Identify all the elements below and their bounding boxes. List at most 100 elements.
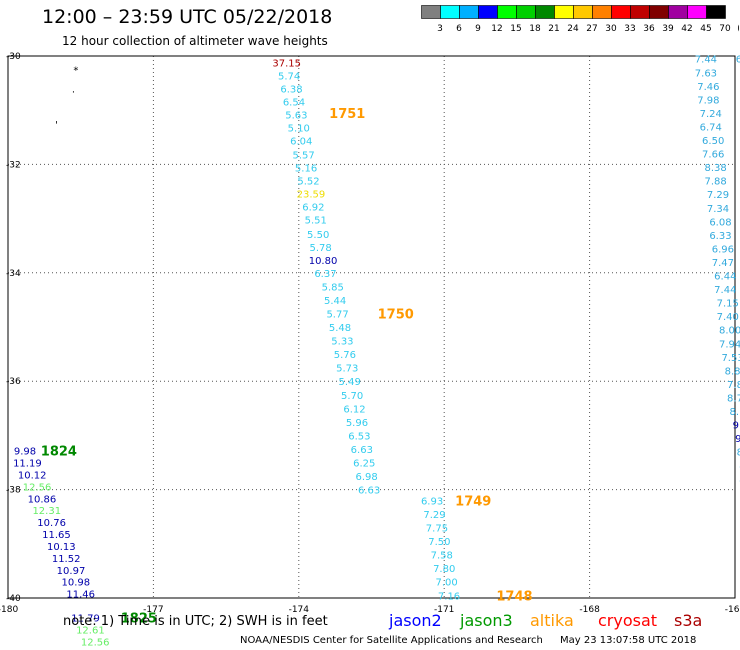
- scale-label: (ft): [737, 24, 739, 33]
- data-label: 10.86: [28, 494, 57, 505]
- track-time-label: 1750: [378, 307, 414, 322]
- track-time-label: 1824: [41, 445, 77, 460]
- data-label: 5.10: [288, 124, 310, 135]
- legend-jason2: jason2: [389, 611, 442, 630]
- data-label: 11.19: [13, 459, 42, 470]
- data-label: 5.77: [326, 309, 348, 320]
- data-label: 5.73: [336, 364, 358, 375]
- data-label: 6.33: [709, 231, 731, 242]
- y-tick-label: -38: [6, 486, 21, 496]
- data-label: 7.46: [697, 82, 719, 93]
- data-label: 6.12: [343, 404, 365, 415]
- data-label: 5.63: [285, 111, 307, 122]
- legend-cryosat: cryosat: [598, 611, 658, 630]
- data-label: 6.53: [348, 431, 370, 442]
- scale-label: 42: [681, 24, 692, 33]
- data-label: 6.93: [421, 496, 443, 507]
- scale-label: 39: [662, 24, 674, 33]
- data-label: 12.31: [32, 506, 61, 517]
- data-label: 6.54: [283, 98, 305, 109]
- data-label: 5.50: [307, 230, 329, 241]
- data-label: 8.8: [725, 366, 740, 377]
- data-label: 7.75: [426, 524, 448, 535]
- data-label: 7.63: [695, 68, 717, 79]
- data-label: 7.8: [727, 380, 740, 391]
- data-label: 12.56: [81, 637, 110, 648]
- data-label: 10.12: [18, 470, 47, 481]
- data-label: 6.25: [353, 459, 375, 470]
- data-label: 7.29: [423, 510, 445, 521]
- track-time-label: 1751: [329, 107, 365, 122]
- y-tick-label: -30: [6, 52, 21, 62]
- scale-label: 30: [605, 24, 617, 33]
- scale-label: 24: [567, 24, 579, 33]
- data-label: 6.63: [358, 486, 380, 497]
- data-label: 7.80: [433, 564, 455, 575]
- x-tick-label: -180: [0, 605, 18, 615]
- data-label: 8: [737, 448, 740, 459]
- data-label: 6.92: [302, 203, 324, 214]
- data-label: 5.85: [322, 282, 344, 293]
- track-time-label: 1749: [455, 494, 491, 509]
- data-label: 9.: [733, 421, 740, 432]
- data-label: 10.13: [47, 542, 76, 553]
- data-label: 5.52: [297, 177, 319, 188]
- data-label: 6.96: [712, 244, 734, 255]
- y-tick-label: -34: [6, 269, 21, 279]
- scale-label: 33: [624, 24, 635, 33]
- data-label: 5.51: [305, 216, 327, 227]
- data-label: 5.78: [309, 243, 331, 254]
- footer-timestamp: May 23 13:07:58 UTC 2018: [560, 635, 697, 646]
- data-label: 7.15: [717, 299, 739, 310]
- data-label: 5.48: [329, 323, 351, 334]
- scale-label: 18: [529, 24, 541, 33]
- data-label: 7.44: [714, 285, 736, 296]
- data-label: 7.58: [431, 551, 453, 562]
- legend-jason3: jason3: [460, 611, 513, 630]
- data-label: 7.16: [438, 591, 460, 602]
- data-label: 7.98: [697, 95, 719, 106]
- scale-label: 12: [491, 24, 502, 33]
- x-tick-label: -168: [579, 605, 600, 615]
- y-tick-label: -32: [6, 160, 21, 170]
- legend-s3a: s3a: [674, 611, 703, 630]
- data-label: 6.63: [351, 445, 373, 456]
- data-label: 8.00: [719, 326, 740, 337]
- data-label: 9.: [735, 434, 740, 445]
- scale-label: 6: [456, 24, 462, 33]
- data-label: 11.65: [42, 530, 71, 541]
- footer-credit: NOAA/NESDIS Center for Satellite Applica…: [240, 635, 543, 646]
- data-label: 5.44: [324, 296, 346, 307]
- data-label: 7.88: [704, 177, 726, 188]
- data-label: 6.38: [280, 85, 302, 96]
- data-label: 11.46: [66, 590, 95, 601]
- scale-label: 21: [548, 24, 559, 33]
- data-label: 5.49: [339, 377, 361, 388]
- chart-subtitle: 12 hour collection of altimeter wave hei…: [62, 34, 328, 48]
- data-label: 9.98: [14, 447, 36, 458]
- data-label: 7.50: [428, 537, 450, 548]
- note-text: note: 1) Time is in UTC; 2) SWH is in fe…: [63, 614, 328, 629]
- data-label: 7.29: [707, 190, 729, 201]
- data-label: 8.7: [727, 393, 740, 404]
- data-label: 10.98: [62, 578, 91, 589]
- data-label: 6.98: [356, 472, 378, 483]
- x-tick-label: -165: [725, 605, 740, 615]
- track-time-label: 1748: [496, 589, 532, 604]
- scale-label: 15: [510, 24, 521, 33]
- data-label: 7.53: [721, 353, 740, 364]
- data-label: 12.56: [23, 482, 52, 493]
- data-label: 7.34: [707, 204, 729, 215]
- data-label: 11.79: [71, 614, 100, 625]
- y-tick-label: -40: [6, 594, 21, 604]
- y-tick-label: -36: [6, 377, 21, 387]
- data-label: 5.96: [346, 418, 368, 429]
- data-label: 5.70: [341, 391, 363, 402]
- data-label: 6.37: [314, 269, 336, 280]
- scale-label: 9: [475, 24, 481, 33]
- data-label: 7.94: [719, 339, 740, 350]
- data-label: 7.00: [435, 578, 457, 589]
- data-label: 7.66: [702, 150, 724, 161]
- data-label: 6.0: [736, 55, 740, 66]
